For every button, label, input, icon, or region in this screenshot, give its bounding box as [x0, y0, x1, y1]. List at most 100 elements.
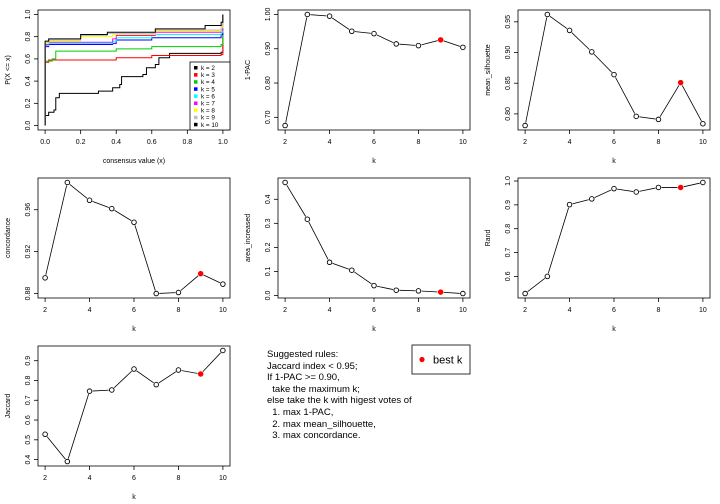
legend-swatch — [194, 73, 198, 77]
x-tick-label: 4 — [568, 307, 572, 314]
data-point — [415, 42, 422, 49]
x-tick-label: 0.0 — [40, 139, 50, 146]
panel-concordance: 2 4 6 8 10 0.88 0.92 0.96 k concordance — [5, 177, 231, 333]
legend-swatch — [194, 122, 198, 127]
ecdf-line-k3 — [44, 14, 224, 126]
y-tick-label: 0.1 — [265, 266, 272, 276]
y-axis-label: 1-PAC — [245, 60, 252, 80]
x-tick-label: 2 — [523, 307, 527, 314]
data-point — [42, 431, 48, 438]
data-point — [220, 281, 226, 287]
y-tick-label: 0.6 — [25, 54, 32, 64]
ecdf-line-k10 — [44, 14, 224, 126]
best-k-point — [677, 79, 684, 86]
data-point — [393, 41, 399, 47]
legend-label: k = 3 — [201, 72, 215, 79]
data-point — [64, 458, 71, 465]
data-point — [415, 288, 422, 294]
y-tick-label: 0.70 — [265, 110, 272, 124]
y-axis-label: Jaccard — [5, 394, 12, 419]
x-tick-label: 8 — [416, 139, 420, 146]
data-point — [282, 179, 288, 186]
y-tick-label: 0.6 — [25, 415, 32, 425]
plot-frame — [277, 9, 471, 131]
legend-label: k = 2 — [201, 65, 215, 72]
y-tick-label: 0.80 — [505, 107, 512, 121]
data-point — [175, 367, 182, 373]
x-tick-label: 6 — [132, 307, 136, 314]
plot-frame — [37, 177, 231, 299]
x-tick-label: 2 — [283, 307, 287, 314]
data-point — [304, 11, 311, 18]
data-point — [611, 71, 617, 78]
legend-swatch — [194, 101, 198, 105]
series-line — [44, 181, 224, 294]
x-tick-label: 10 — [219, 475, 227, 482]
y-tick-label: 1.0 — [505, 176, 512, 186]
x-tick-label: 8 — [656, 307, 660, 314]
x-tick-label: 6 — [612, 139, 616, 146]
y-tick-label: 0.6 — [505, 271, 512, 281]
x-tick-label: 0.8 — [182, 139, 192, 146]
legend-swatch — [194, 115, 198, 120]
best-k-legend: best k — [411, 344, 471, 375]
x-tick-label: 6 — [372, 307, 376, 314]
x-tick-label: 6 — [132, 475, 136, 482]
y-tick-label: 0.8 — [505, 224, 512, 234]
legend-label: k = 5 — [201, 86, 215, 93]
panel-1-pac: 2 4 6 8 10 0.70 0.80 0.90 1.00 k 1-PAC — [245, 8, 471, 165]
y-tick-label: 0.7 — [25, 395, 32, 405]
x-tick-label: 4 — [568, 139, 572, 146]
y-tick-label: 0.4 — [25, 455, 32, 465]
best-k-point — [437, 289, 444, 295]
legend-label: k = 10 — [201, 122, 219, 129]
x-axis-label: k — [372, 326, 376, 333]
best-k-point — [197, 270, 204, 277]
series-line — [284, 182, 463, 294]
x-axis-label: k — [132, 326, 136, 333]
legend-label: k = 4 — [201, 79, 215, 86]
panel-rand: 2 4 6 8 10 0.6 0.7 0.8 0.9 1.0 k Rand — [485, 176, 711, 333]
data-point — [175, 289, 182, 296]
legend-swatch — [194, 94, 198, 98]
x-tick-label: 1.0 — [218, 139, 228, 146]
panel-mean-silhouette: 2 4 6 8 10 0.80 0.85 0.90 0.95 k mean_silhouette — [485, 9, 711, 165]
data-point — [109, 387, 115, 393]
y-tick-label: 0.9 — [505, 200, 512, 210]
data-point — [589, 49, 595, 55]
data-point — [86, 388, 93, 394]
best-k-legend-marker — [419, 356, 425, 363]
y-tick-label: 0.0 — [265, 291, 272, 301]
x-axis-label: k — [612, 326, 616, 333]
best-k-point — [677, 184, 684, 191]
panel-jaccard: 2 4 6 8 10 0.4 0.5 0.6 0.7 0.8 0.9 k Jaccard — [5, 345, 231, 501]
y-tick-label: 0.8 — [25, 32, 32, 42]
suggested-rules-text: Suggested rules: Jaccard index < 0.95; I… — [267, 349, 412, 442]
y-tick-label: 1.00 — [265, 8, 272, 22]
data-point — [131, 366, 137, 372]
data-point — [153, 381, 159, 388]
data-point — [633, 189, 639, 195]
data-point — [109, 205, 115, 212]
data-point — [371, 282, 377, 289]
y-tick-label: 1.0 — [25, 9, 32, 19]
y-axis-label: area_increased — [245, 214, 252, 262]
ecdf-line-k4 — [44, 14, 224, 126]
best-k-point — [437, 37, 444, 43]
x-tick-label: 10 — [459, 139, 467, 146]
data-point — [326, 13, 333, 19]
x-tick-label: 10 — [219, 307, 227, 314]
y-tick-label: 0.5 — [25, 435, 32, 445]
x-tick-label: 2 — [43, 475, 47, 482]
panel-area-increased: 2 4 6 8 10 0.0 0.1 0.2 0.3 0.4 k area_increased — [245, 177, 471, 333]
legend-swatch — [194, 66, 198, 70]
x-tick-label: 4 — [88, 475, 92, 482]
x-tick-label: 8 — [176, 475, 180, 482]
plot-frame — [517, 177, 711, 299]
x-tick-label: 8 — [656, 139, 660, 146]
data-point — [544, 273, 551, 280]
x-tick-label: 8 — [176, 307, 180, 314]
y-axis-label: P(X <= x) — [5, 55, 12, 85]
x-tick-label: 2 — [523, 139, 527, 146]
data-point — [282, 122, 288, 129]
